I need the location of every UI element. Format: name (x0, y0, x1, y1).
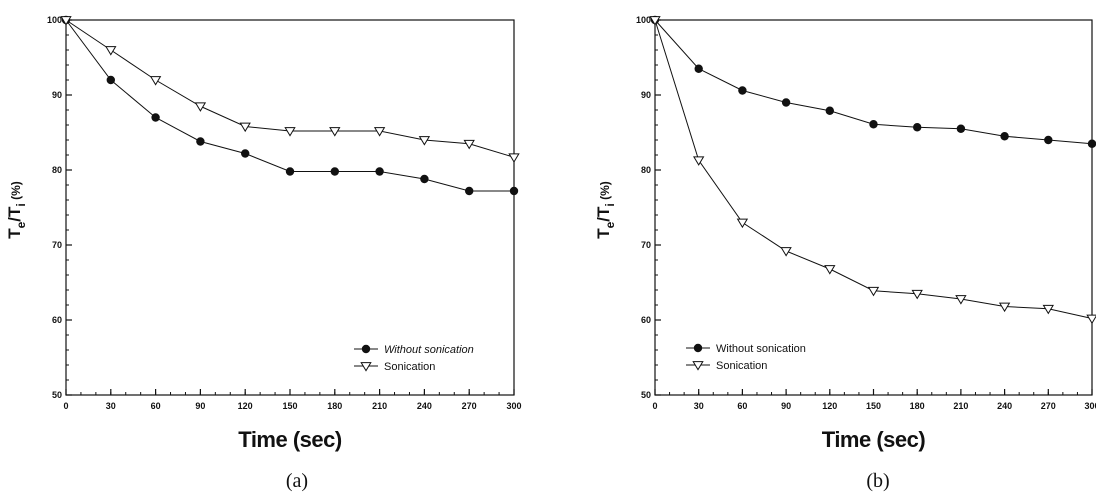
data-point-without-sonication (241, 149, 250, 158)
data-point-without-sonication (330, 167, 339, 176)
x-tick-label: 240 (997, 401, 1012, 411)
x-tick-label: 90 (781, 401, 791, 411)
x-tick-label: 150 (282, 401, 297, 411)
legend-label: Sonication (384, 361, 435, 373)
data-point-sonication (373, 127, 386, 137)
panel-caption: (a) (286, 470, 308, 492)
data-point-without-sonication (869, 120, 878, 129)
chart-panel-a: 0 30 60 90 120 150 180 210 240 270 300 50 60 70 80 90 10… (5, 15, 522, 492)
x-tick-label: 270 (1041, 401, 1056, 411)
data-point-sonication (736, 218, 749, 229)
data-point-sonication (867, 286, 880, 297)
y-tick-label: 100 (47, 15, 62, 25)
data-point-without-sonication (465, 186, 474, 196)
x-tick-label: 60 (737, 401, 747, 411)
y-tick-label: 60 (52, 315, 62, 325)
data-point-without-sonication (738, 86, 747, 95)
data-point-sonication (105, 46, 117, 56)
legend-label: Sonication (716, 360, 767, 372)
data-point-without-sonication (196, 137, 205, 146)
data-point-without-sonication (420, 174, 429, 184)
x-tick-label: 0 (63, 401, 68, 411)
data-point-sonication (824, 265, 836, 275)
data-point-sonication (284, 127, 296, 137)
y-tick-label: 70 (52, 240, 62, 250)
y-axis-label: Te/Ti (%) (5, 181, 28, 239)
data-point-sonication (60, 16, 72, 26)
y-tick-label: 90 (52, 90, 62, 100)
series-line-sonication (654, 19, 1093, 319)
data-point-without-sonication (781, 98, 791, 107)
y-tick-label: 60 (641, 315, 651, 325)
x-tick-label: 120 (822, 401, 837, 411)
data-point-sonication (329, 127, 341, 137)
y-tick-label: 90 (641, 90, 651, 100)
x-tick-label: 30 (694, 401, 704, 411)
x-tick-label: 60 (151, 401, 161, 411)
x-axis-label: Time (sec) (238, 427, 342, 452)
data-point-without-sonication (106, 75, 116, 85)
y-axis-label: Te/Ti (%) (594, 181, 617, 239)
x-tick-label: 210 (953, 401, 968, 411)
data-point-sonication (998, 302, 1011, 313)
x-tick-label: 0 (652, 401, 657, 411)
x-tick-label: 300 (1084, 401, 1096, 411)
data-point-without-sonication (151, 113, 160, 122)
data-point-without-sonication (285, 167, 295, 176)
data-point-sonication (780, 247, 792, 257)
x-axis-label: Time (sec) (822, 427, 926, 452)
x-tick-label: 240 (417, 401, 432, 411)
x-tick-label: 180 (327, 401, 342, 411)
legend-marker-circle (361, 344, 371, 354)
series-line-sonication (65, 19, 515, 158)
x-tick-label: 210 (372, 401, 387, 411)
data-point-sonication (418, 136, 431, 146)
data-point-sonication (911, 289, 923, 300)
x-tick-label: 90 (195, 401, 205, 411)
data-point-sonication (149, 76, 162, 86)
legend-marker-triangle (692, 361, 704, 371)
y-tick-label: 100 (636, 15, 651, 25)
data-point-sonication (955, 295, 967, 305)
legend-marker-circle (693, 343, 703, 353)
y-tick-label: 50 (641, 390, 651, 400)
x-tick-label: 270 (462, 401, 477, 411)
x-tick-label: 150 (866, 401, 881, 411)
data-point-sonication (649, 16, 661, 26)
x-tick-label: 30 (106, 401, 116, 411)
x-tick-label: 180 (910, 401, 925, 411)
legend-label: Without sonication (716, 343, 806, 355)
data-point-without-sonication (1000, 132, 1009, 141)
data-point-sonication (1086, 314, 1096, 325)
legend-label: Without sonication (384, 344, 474, 356)
y-tick-label: 80 (52, 165, 62, 175)
data-point-sonication (463, 139, 475, 150)
x-tick-label: 120 (238, 401, 253, 411)
plot-frame (654, 19, 1093, 396)
y-tick-label: 50 (52, 390, 62, 400)
data-point-without-sonication (694, 64, 703, 73)
panel-caption: (b) (866, 470, 889, 492)
data-point-sonication (239, 122, 251, 133)
data-point-without-sonication (509, 186, 519, 196)
data-point-sonication (693, 156, 705, 166)
plot-frame (65, 19, 515, 396)
data-point-sonication (194, 102, 207, 112)
series-line-without-sonication (65, 19, 514, 192)
legend-marker-triangle (360, 362, 372, 372)
data-point-without-sonication (913, 123, 922, 132)
data-point-without-sonication (1087, 139, 1096, 148)
y-tick-label: 80 (641, 165, 651, 175)
x-tick-label: 300 (506, 401, 521, 411)
data-point-without-sonication (1044, 135, 1053, 145)
data-point-without-sonication (375, 167, 384, 176)
chart-panel-b: 0 30 60 90 120 150 180 210 240 270 300 50 60 70 80 90 10… (594, 15, 1096, 492)
data-point-sonication (1042, 304, 1054, 315)
y-tick-label: 70 (641, 240, 651, 250)
data-point-without-sonication (825, 106, 834, 115)
data-point-without-sonication (956, 124, 966, 133)
data-point-sonication (508, 153, 520, 163)
